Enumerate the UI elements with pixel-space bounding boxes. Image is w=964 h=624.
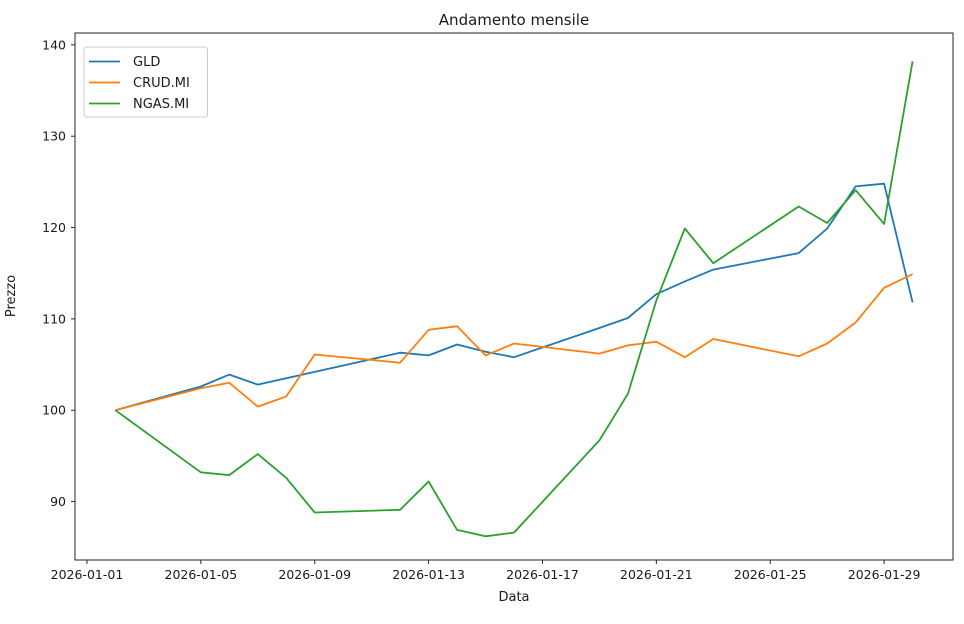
- x-tick-label: 2026-01-29: [848, 567, 921, 582]
- y-tick-label: 90: [50, 494, 66, 509]
- legend: GLD CRUD.MI NGAS.MI: [83, 46, 208, 118]
- legend-label: GLD: [133, 55, 160, 70]
- x-tick-label: 2026-01-21: [620, 567, 693, 582]
- x-axis-title: Data: [498, 590, 529, 605]
- x-tick-label: 2026-01-05: [165, 567, 238, 582]
- series-line-GLD: [115, 182, 914, 412]
- series-line-CRUD.MI: [115, 273, 913, 412]
- legend-entry: NGAS.MI: [89, 97, 189, 112]
- x-tick-label: 2026-01-13: [392, 567, 465, 582]
- axes-spines: [74, 32, 954, 561]
- x-tick-label: 2026-01-25: [734, 567, 807, 582]
- y-axis-ticks: 90 100 110 120 130 140: [42, 37, 75, 509]
- y-tick-label: 100: [42, 403, 66, 418]
- x-axis-ticks: 2026-01-01 2026-01-05 2026-01-09 2026-01-13…: [51, 560, 921, 582]
- legend-entry: GLD: [89, 55, 160, 70]
- legend-box: [83, 46, 208, 118]
- x-tick-label: 2026-01-09: [278, 567, 351, 582]
- plot-area: [75, 33, 953, 560]
- y-tick-label: 110: [42, 311, 66, 326]
- series-lines: [114, 61, 914, 538]
- y-axis-title: Prezzo: [4, 275, 19, 317]
- series-line-NGAS.MI: [114, 61, 914, 538]
- y-tick-label: 130: [42, 129, 66, 144]
- x-tick-label: 2026-01-01: [51, 567, 124, 582]
- chart-title: Andamento mensile: [439, 11, 589, 29]
- legend-label: CRUD.MI: [133, 76, 190, 91]
- y-tick-label: 140: [42, 37, 66, 52]
- x-tick-label: 2026-01-17: [506, 567, 579, 582]
- legend-entry: CRUD.MI: [89, 76, 190, 91]
- legend-label: NGAS.MI: [133, 97, 189, 112]
- y-tick-label: 120: [42, 220, 66, 235]
